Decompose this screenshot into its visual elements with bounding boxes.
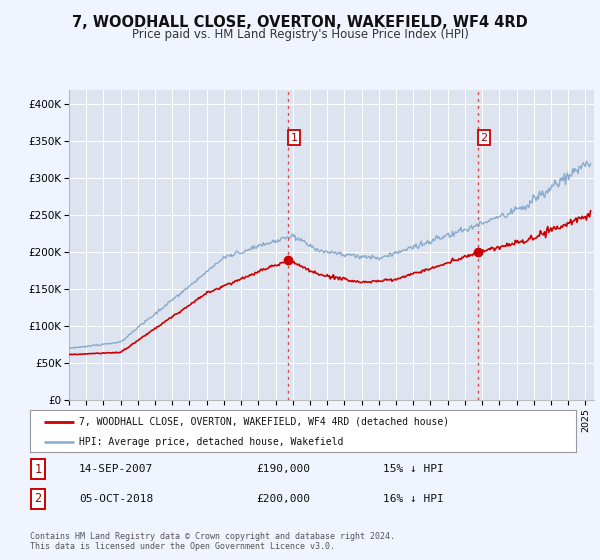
Text: 1: 1 [34,463,41,476]
Text: 7, WOODHALL CLOSE, OVERTON, WAKEFIELD, WF4 4RD (detached house): 7, WOODHALL CLOSE, OVERTON, WAKEFIELD, W… [79,417,449,427]
Text: HPI: Average price, detached house, Wakefield: HPI: Average price, detached house, Wake… [79,437,344,447]
Text: 15% ↓ HPI: 15% ↓ HPI [383,464,443,474]
Text: Contains HM Land Registry data © Crown copyright and database right 2024.
This d: Contains HM Land Registry data © Crown c… [30,532,395,552]
Text: 2: 2 [481,133,488,143]
Text: £190,000: £190,000 [256,464,310,474]
Text: 16% ↓ HPI: 16% ↓ HPI [383,494,443,504]
Text: 7, WOODHALL CLOSE, OVERTON, WAKEFIELD, WF4 4RD: 7, WOODHALL CLOSE, OVERTON, WAKEFIELD, W… [72,15,528,30]
Text: 1: 1 [290,133,298,143]
Text: 05-OCT-2018: 05-OCT-2018 [79,494,154,504]
Text: £200,000: £200,000 [256,494,310,504]
Text: Price paid vs. HM Land Registry's House Price Index (HPI): Price paid vs. HM Land Registry's House … [131,28,469,41]
Text: 2: 2 [34,492,41,506]
Text: 14-SEP-2007: 14-SEP-2007 [79,464,154,474]
